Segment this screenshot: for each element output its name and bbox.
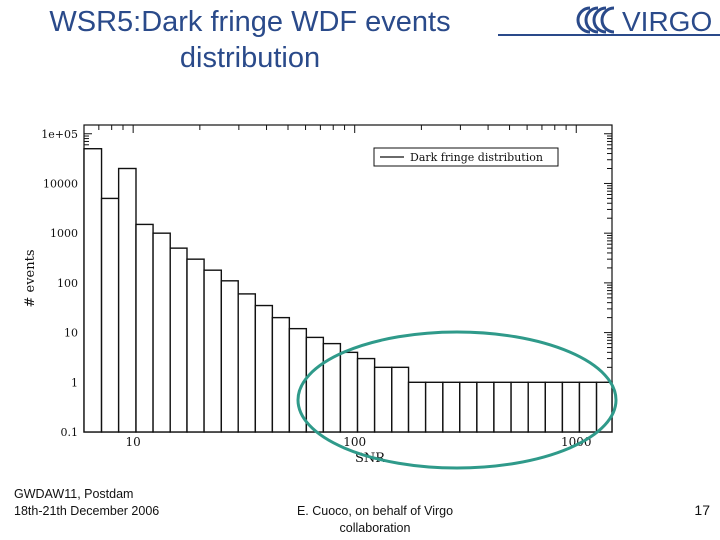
y-tick-label: 100 — [57, 277, 78, 290]
footer-author-line-1: E. Cuoco, on behalf of Virgo — [296, 504, 454, 518]
histogram-bar — [391, 366, 410, 433]
footer-author: E. Cuoco, on behalf of Virgo collaborati… — [260, 503, 490, 537]
histogram-bar — [544, 381, 564, 433]
y-tick-label: 10000 — [43, 177, 78, 190]
header-rule — [498, 34, 720, 36]
histogram-bar — [356, 357, 376, 433]
title-line-2: distribution — [179, 42, 321, 74]
y-tick-label: 10 — [64, 327, 78, 340]
y-tick-label: 1000 — [50, 227, 78, 240]
histogram-bar — [305, 336, 325, 433]
histogram-bar — [561, 381, 581, 433]
histogram-bar — [254, 304, 274, 433]
x-tick-label: 100 — [343, 435, 366, 449]
histogram-bar — [135, 223, 154, 433]
histogram-bar — [373, 366, 393, 433]
histogram-bar — [493, 381, 512, 433]
histogram-bar — [186, 258, 205, 433]
legend-label: Dark fringe distribution — [410, 151, 543, 164]
histogram-bar — [169, 247, 188, 433]
histogram-bar — [237, 293, 257, 433]
histogram-bar — [578, 381, 598, 433]
histogram-bar — [100, 197, 120, 433]
footer-conference-line-1: GWDAW11, Postdam — [14, 487, 134, 501]
histogram-bar — [476, 381, 495, 433]
y-tick-label: 1 — [71, 376, 78, 389]
y-axis-label: # events — [23, 249, 38, 307]
histogram-bar — [424, 381, 444, 433]
footer-author-line-2: collaboration — [339, 521, 411, 535]
footer-conference-line-2: 18th-21th December 2006 — [14, 504, 160, 518]
y-tick-label: 1e+05 — [41, 128, 78, 141]
footer-conference: GWDAW11, Postdam 18th-21th December 2006 — [14, 486, 214, 520]
slide-title: WSR5:Dark fringe WDF events distribution — [0, 4, 500, 76]
highlight-ellipse — [296, 330, 618, 470]
page-number: 17 — [694, 502, 710, 518]
histogram-bar — [83, 148, 103, 433]
histogram-bar — [220, 280, 239, 433]
histogram-bar — [407, 381, 427, 433]
histogram-bar — [442, 381, 461, 433]
logo-text: VIRGO — [622, 6, 712, 36]
virgo-logo: VIRGO — [576, 6, 712, 36]
histogram-bar — [117, 167, 137, 433]
histogram-bar — [459, 381, 478, 433]
histogram-bar — [203, 269, 223, 433]
histogram-bar — [152, 232, 171, 433]
title-line-1: WSR5:Dark fringe WDF events — [49, 6, 451, 38]
y-tick-label: 0.1 — [61, 426, 79, 439]
histogram-bar — [527, 381, 547, 433]
histogram-bar — [271, 316, 291, 433]
x-tick-label: 10 — [126, 435, 141, 449]
legend-box — [373, 147, 559, 167]
x-tick-label: 1000 — [561, 435, 592, 449]
histogram-bar — [510, 381, 529, 433]
histogram-bar — [339, 351, 359, 433]
